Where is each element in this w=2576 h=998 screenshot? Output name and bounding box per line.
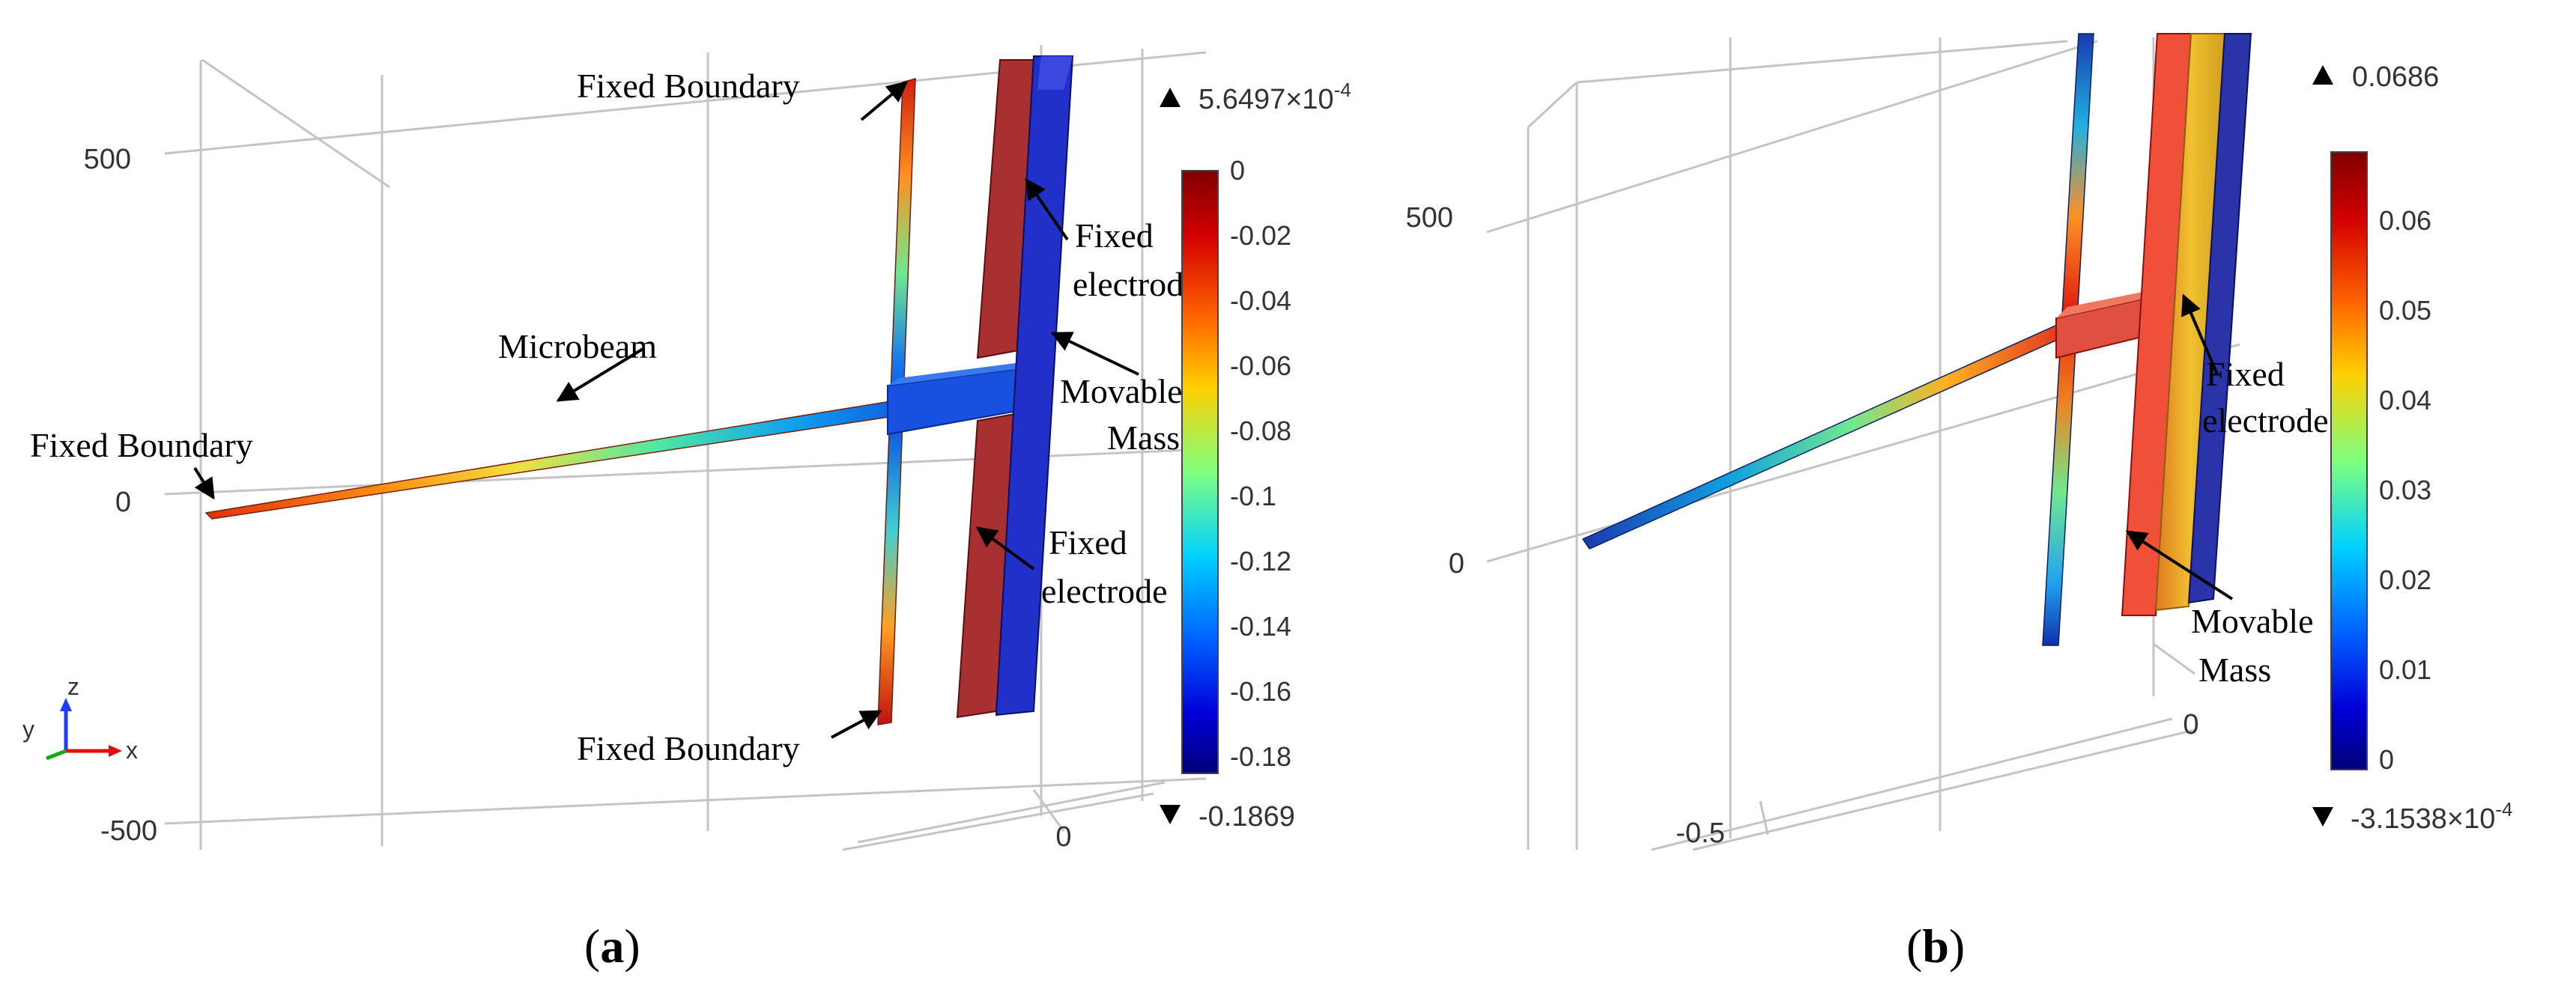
colorbar-b-min: -3.1538×10-4 xyxy=(2351,798,2512,835)
triad-z-label: z xyxy=(67,673,79,700)
label-fixed-boundary-left: Fixed Boundary xyxy=(30,426,253,464)
colorbar-a-tick: -0.04 xyxy=(1230,285,1291,316)
movable-mass-a-face xyxy=(1037,56,1073,90)
panel-a-frame xyxy=(164,45,1207,851)
panel-a: 500 0 -500 0 z y x xyxy=(22,45,1351,973)
label-fixed-electrode-bottom-1: Fixed xyxy=(1049,523,1127,562)
panel-b-frame xyxy=(1486,37,2240,851)
colorbar-b-max: 0.0686 xyxy=(2352,61,2439,93)
colorbar-b-tick: 0.05 xyxy=(2379,295,2431,326)
connector-block-a-face xyxy=(888,359,1045,386)
label-fixed-electrode-b-2: electrode xyxy=(2202,401,2329,439)
panel-b-y-tick-0: 0 xyxy=(1449,548,1464,579)
colorbar-a-tick: -0.14 xyxy=(1230,611,1291,642)
connector-block-b-face xyxy=(2056,287,2169,318)
panel-a-x-tick-0: 0 xyxy=(1055,821,1071,853)
panel-b-caption: (b) xyxy=(1906,919,1965,973)
colorbar-a-tick: -0.1 xyxy=(1230,481,1276,511)
label-fixed-boundary-bottom: Fixed Boundary xyxy=(577,729,800,767)
colorbar-a: 5.6497×10-4 -0.1869 0 -0.02 -0.04 -0.06 … xyxy=(1160,79,1351,833)
colorbar-b-tick: 0.01 xyxy=(2379,654,2431,685)
colorbar-a-tick: -0.12 xyxy=(1230,546,1291,576)
colorbar-a-tick: -0.06 xyxy=(1230,350,1291,381)
panel-a-y-tick-neg500: -500 xyxy=(100,815,157,847)
min-triangle-icon xyxy=(1160,805,1181,824)
panel-a-y-tick-500: 500 xyxy=(84,144,131,175)
label-movable-mass-1: Movable xyxy=(1060,372,1183,410)
colorbar-b-tick: 0.06 xyxy=(2379,205,2431,236)
colorbar-a-tick: -0.08 xyxy=(1230,416,1291,446)
panel-b-annotation-arrows xyxy=(2125,293,2234,600)
triad-x-label: x xyxy=(126,737,138,764)
colorbar-b-tick: 0.02 xyxy=(2379,565,2431,595)
label-movable-mass-b-2: Mass xyxy=(2198,651,2271,689)
panel-b-y-tick-500: 500 xyxy=(1406,202,1453,234)
label-fixed-electrode-bottom-2: electrode xyxy=(1041,572,1168,610)
colorbar-a-tick: 0 xyxy=(1230,155,1245,186)
label-fixed-boundary-top: Fixed Boundary xyxy=(577,67,800,105)
colorbar-b-tick: 0 xyxy=(2379,744,2394,775)
min-triangle-icon xyxy=(2312,807,2333,827)
colorbar-b: 0.0686 -3.1538×10-4 0.06 0.05 0.04 0.03 … xyxy=(2312,61,2512,835)
label-movable-mass-b-1: Movable xyxy=(2191,602,2314,640)
panel-a-y-tick-0: 0 xyxy=(115,487,131,518)
axis-triad-icon: z y x xyxy=(22,673,138,764)
label-movable-mass-2: Mass xyxy=(1107,419,1180,457)
triad-y-label: y xyxy=(22,716,34,743)
colorbar-a-gradient xyxy=(1181,170,1219,774)
microbeam-a xyxy=(204,400,900,520)
panel-b: 500 0 0 -0.5 Fixed electrode Movable Mas… xyxy=(1406,33,2512,973)
movable-mass-b xyxy=(2121,33,2192,616)
colorbar-a-min: -0.1869 xyxy=(1198,801,1295,833)
fixed-electrode-b xyxy=(2187,33,2252,604)
colorbar-b-tick: 0.03 xyxy=(2379,475,2431,505)
colorbar-b-tick: 0.04 xyxy=(2379,385,2431,416)
panel-a-annotation-arrows xyxy=(193,81,1139,739)
label-fixed-electrode-top-1: Fixed xyxy=(1075,216,1154,255)
label-microbeam: Microbeam xyxy=(498,327,657,365)
panel-b-x-tick-neg05: -0.5 xyxy=(1676,818,1724,849)
colorbar-b-gradient xyxy=(2330,151,2368,770)
label-fixed-electrode-b-1: Fixed xyxy=(2206,355,2285,393)
label-fixed-electrode-top-2: electrode xyxy=(1073,265,1199,303)
fixed-electrode-yellow-b xyxy=(2154,33,2226,612)
colorbar-a-tick: -0.16 xyxy=(1230,676,1291,707)
microbeam-b xyxy=(1581,320,2070,550)
colorbar-a-max: 5.6497×10-4 xyxy=(1198,79,1351,115)
colorbar-a-tick: -0.18 xyxy=(1230,741,1291,772)
max-triangle-icon xyxy=(1160,88,1181,107)
panel-b-x-tick-0: 0 xyxy=(2183,709,2198,740)
panel-a-caption: (a) xyxy=(584,919,640,973)
colorbar-a-tick: -0.02 xyxy=(1230,220,1291,251)
max-triangle-icon xyxy=(2312,65,2333,85)
